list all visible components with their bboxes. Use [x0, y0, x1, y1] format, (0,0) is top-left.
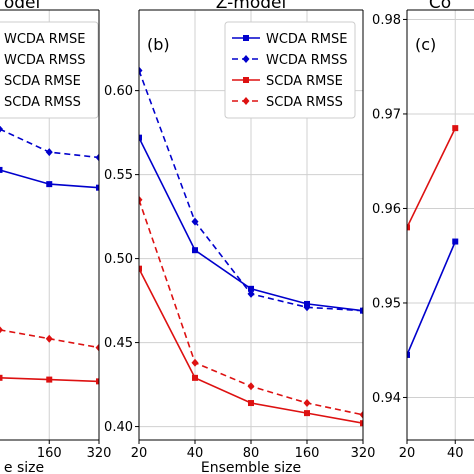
data-point — [407, 351, 410, 358]
data-point — [303, 303, 311, 312]
data-point — [95, 153, 99, 162]
x-tick-label: 160 — [37, 446, 62, 461]
x-tick-label: 20 — [131, 446, 148, 461]
x-tick-label: 40 — [447, 446, 464, 461]
y-tick-label: 0.97 — [372, 107, 401, 122]
data-point — [192, 247, 198, 254]
data-point — [359, 306, 363, 315]
data-point — [248, 285, 254, 292]
y-tick-label: 0.60 — [104, 84, 133, 99]
y-tick-label: 0.96 — [372, 202, 401, 217]
data-point — [96, 378, 99, 385]
x-axis-title: e size — [4, 460, 44, 474]
x-tick-label: 320 — [351, 446, 376, 461]
data-point — [359, 410, 363, 419]
x-tick-label: 320 — [87, 446, 112, 461]
data-point — [95, 343, 99, 352]
data-point — [0, 374, 3, 381]
x-tick-label: 20 — [399, 446, 416, 461]
y-tick-label: 0.94 — [372, 391, 401, 406]
data-point — [191, 358, 199, 367]
data-point — [303, 399, 311, 408]
legend-marker — [243, 77, 249, 83]
y-tick-label: 0.95 — [372, 296, 401, 311]
data-point — [407, 224, 410, 231]
panel-3-plot-area — [407, 10, 474, 440]
legend-marker — [242, 97, 250, 105]
series-line-2 — [407, 127, 457, 228]
data-point — [452, 125, 459, 132]
data-point — [139, 195, 143, 204]
legend-label: WCDA RMSE — [4, 32, 85, 47]
legend-label: SCDA RMSE — [266, 74, 343, 89]
y-tick-label: 0.50 — [104, 252, 133, 267]
data-point — [192, 374, 198, 381]
data-point — [45, 148, 53, 157]
legend-label: SCDA RMSE — [4, 74, 81, 89]
data-point — [46, 181, 53, 188]
data-point — [45, 334, 53, 343]
data-point — [0, 166, 3, 173]
panel-title: odel — [4, 0, 40, 13]
series-line-1 — [407, 241, 457, 356]
legend-marker — [242, 55, 250, 63]
data-point — [248, 400, 254, 407]
legend-label: WCDA RMSS — [4, 53, 86, 68]
x-tick-label: 40 — [187, 446, 204, 461]
data-point — [139, 134, 142, 141]
panel-title: Z-model — [216, 0, 286, 13]
data-point — [0, 326, 3, 334]
data-point — [247, 289, 255, 298]
data-point — [46, 376, 53, 383]
x-axis-title: Ensemble size — [201, 460, 301, 474]
data-point — [139, 265, 142, 272]
data-point — [96, 184, 99, 191]
panel-title: Co — [429, 0, 451, 13]
y-tick-label: 0.98 — [372, 13, 401, 28]
legend-label: SCDA RMSS — [266, 95, 343, 110]
data-point — [247, 382, 255, 391]
data-point — [360, 420, 363, 427]
legend-label: WCDA RMSE — [266, 32, 347, 47]
x-tick-label: 160 — [295, 446, 320, 461]
data-point — [452, 238, 459, 245]
data-point — [0, 125, 3, 133]
legend-box — [0, 21, 99, 119]
legend-label: WCDA RMSS — [266, 53, 348, 68]
data-point — [304, 410, 310, 417]
legend-box — [224, 21, 356, 119]
data-point — [139, 66, 143, 75]
panel-label: (c) — [415, 35, 436, 54]
panel-label: (b) — [147, 35, 170, 54]
y-tick-label: 0.40 — [104, 420, 133, 435]
legend-label: SCDA RMSS — [4, 95, 81, 110]
y-tick-label: 0.55 — [104, 168, 133, 183]
data-point — [191, 217, 199, 226]
y-tick-label: 0.45 — [104, 336, 133, 351]
legend-marker — [243, 35, 249, 41]
x-tick-label: 80 — [243, 446, 260, 461]
